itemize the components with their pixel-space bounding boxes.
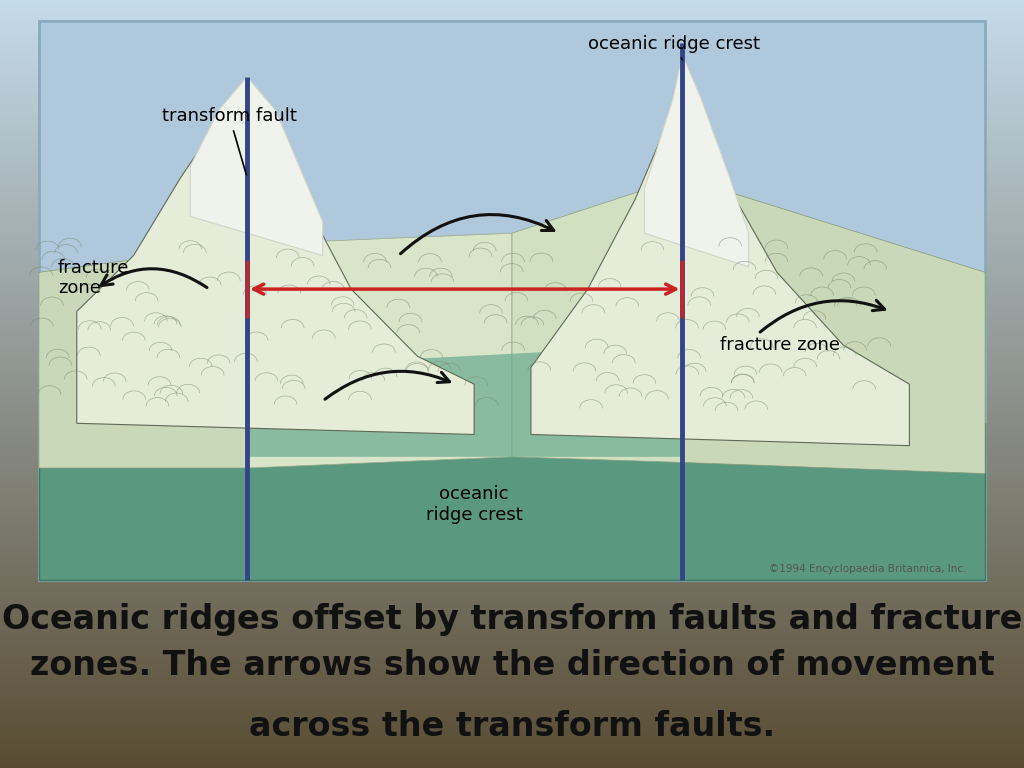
Polygon shape [247, 345, 682, 457]
Bar [39, 21, 985, 580]
Polygon shape [190, 77, 323, 256]
Text: oceanic ridge crest: oceanic ridge crest [588, 35, 760, 60]
Text: Oceanic ridges offset by transform faults and fracture: Oceanic ridges offset by transform fault… [2, 603, 1022, 636]
Text: across the transform faults.: across the transform faults. [249, 710, 775, 743]
Polygon shape [247, 233, 512, 468]
Polygon shape [39, 244, 247, 468]
Polygon shape [682, 177, 985, 474]
Text: fracture
zone: fracture zone [57, 259, 129, 297]
Polygon shape [512, 177, 682, 462]
Polygon shape [39, 423, 985, 580]
Polygon shape [530, 65, 909, 445]
Polygon shape [77, 88, 474, 435]
Text: ©1994 Encyclopaedia Britannica, Inc.: ©1994 Encyclopaedia Britannica, Inc. [769, 564, 967, 574]
Text: zones. The arrows show the direction of movement: zones. The arrows show the direction of … [30, 649, 994, 682]
Text: transform fault: transform fault [162, 108, 297, 174]
Polygon shape [644, 55, 749, 266]
Text: oceanic
ridge crest: oceanic ridge crest [426, 485, 522, 524]
Text: fracture zone: fracture zone [720, 336, 840, 354]
